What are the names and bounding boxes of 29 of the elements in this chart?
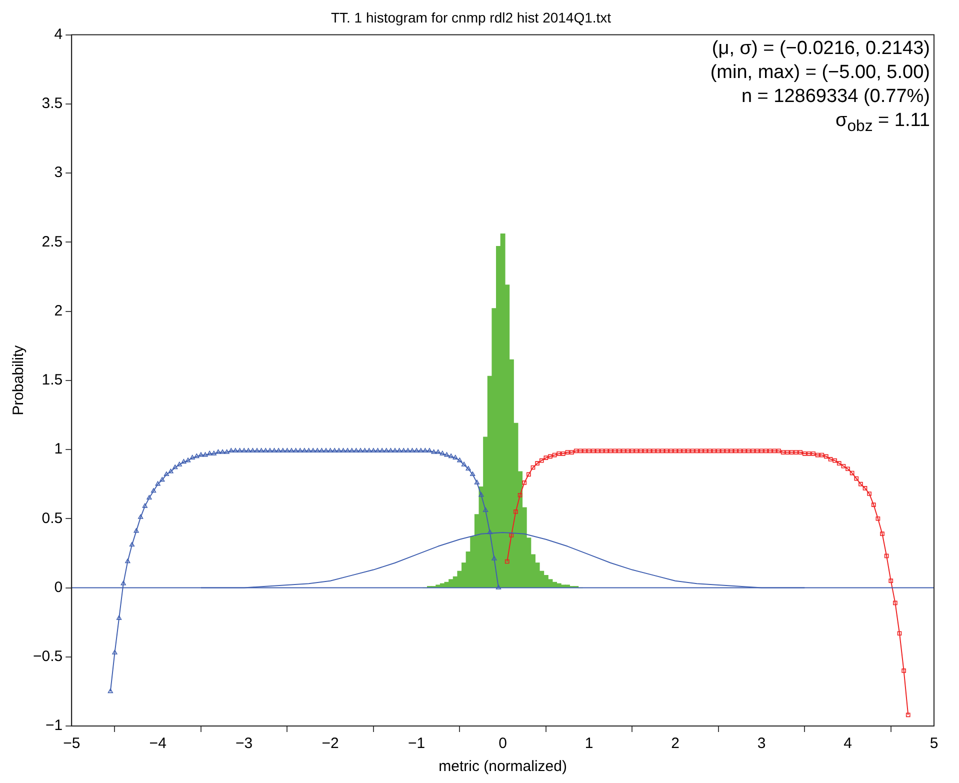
x-tick-label: −4 [149, 735, 166, 752]
x-tick-label: −3 [236, 735, 253, 752]
y-tick-label: −1 [46, 717, 63, 734]
y-tick-label: 3.5 [42, 95, 63, 112]
x-tick-label: −1 [408, 735, 426, 752]
x-tick-label: 0 [498, 735, 507, 752]
x-axis-title: metric (normalized) [438, 758, 567, 776]
x-tick-label: 3 [757, 735, 766, 752]
y-tick-label: 2.5 [42, 233, 63, 250]
annotation: (min, max) = (−5.00, 5.00) [710, 60, 930, 85]
x-tick-label: 5 [930, 735, 938, 752]
y-tick-label: 1 [54, 440, 63, 458]
y-tick-label: 4 [54, 26, 63, 43]
y-tick-label: 2 [54, 302, 63, 320]
y-tick-label: −0.5 [32, 648, 63, 666]
chart-title: TT. 1 histogram for cnmp rdl2 hist 2014Q1.txt [330, 9, 612, 26]
annotation: (μ, σ) = (−0.0216, 0.2143) [710, 36, 930, 61]
y-tick-label: 3 [54, 164, 63, 182]
x-tick-label: −5 [63, 735, 80, 752]
y-tick-label: 1.5 [42, 372, 63, 389]
x-tick-label: 2 [671, 735, 680, 752]
y-tick-label: 0.5 [42, 510, 63, 527]
x-tick-label: 4 [844, 735, 852, 752]
x-tick-label: 1 [584, 735, 594, 752]
annotation: n = 12869334 (0.77%) [740, 84, 930, 109]
x-tick-label: −2 [322, 735, 339, 752]
y-tick-label: 0 [54, 578, 63, 596]
annotation: σ$_{obz}$ = 1.11 [834, 108, 930, 137]
y-axis-title: Probability [10, 344, 28, 416]
